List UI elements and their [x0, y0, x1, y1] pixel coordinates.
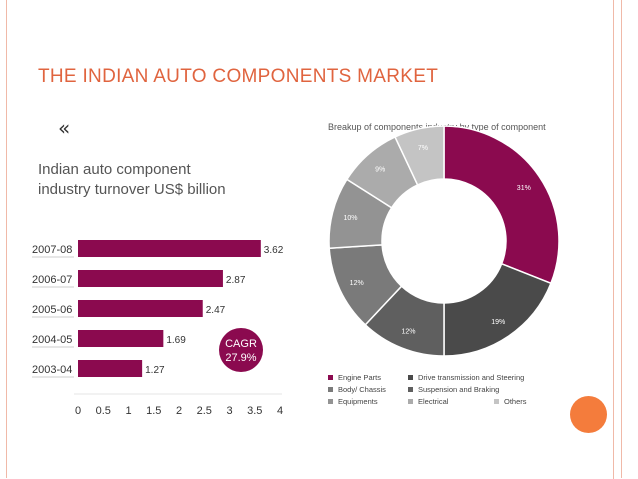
- donut-slice: [394, 125, 445, 186]
- legend-swatch: [408, 375, 413, 380]
- legend-swatch: [408, 387, 413, 392]
- bar-category-label: 2005-06: [32, 304, 72, 316]
- slide-frame-inner-line: [613, 0, 614, 479]
- donut-slice-label: 10%: [344, 215, 358, 222]
- slide-frame: [6, 0, 622, 478]
- x-tick-label: 3: [226, 405, 232, 417]
- x-tick-label: 1.5: [146, 405, 161, 417]
- donut-slice-label: 12%: [401, 329, 415, 336]
- legend-label: Electrical: [418, 397, 449, 406]
- bar-chart-title: Indian auto component industry turnover …: [38, 161, 226, 198]
- bar-value-label: 1.69: [166, 335, 186, 346]
- donut-slice-label: 19%: [491, 319, 505, 326]
- bar-value-label: 1.27: [145, 365, 165, 376]
- bar-value-label: 2.47: [206, 305, 226, 316]
- donut-slice: [443, 125, 560, 285]
- legend-label: Drive transmission and Steering: [418, 373, 524, 382]
- legend-swatch: [408, 399, 413, 404]
- donut-chart: Breakup of components industry by type o…: [328, 122, 560, 406]
- legend-label: Body/ Chassis: [338, 385, 386, 394]
- legend-label: Suspension and Braking: [418, 385, 499, 394]
- legend-swatch: [328, 399, 333, 404]
- bar-category-label: 2006-07: [32, 274, 72, 286]
- x-tick-label: 2: [176, 405, 182, 417]
- cagr-value: 27.9%: [225, 352, 256, 364]
- x-tick-label: 0: [75, 405, 81, 417]
- x-tick-label: 4: [277, 405, 283, 417]
- legend-label: Others: [504, 397, 527, 406]
- decorative-circle: [570, 396, 607, 433]
- legend-label: Engine Parts: [338, 373, 381, 382]
- slide-title: THE INDIAN AUTO COMPONENTS MARKET: [38, 66, 438, 88]
- x-tick-label: 1: [125, 405, 131, 417]
- slide-title-text: THE INDIAN AUTO COMPONENTS MARKET: [38, 66, 439, 87]
- legend-swatch: [328, 387, 333, 392]
- bar-chart: 2007-08 3.62 2006-07 2.87 2005-06 2.47 2004-05…: [32, 240, 284, 417]
- legend-swatch: [328, 375, 333, 380]
- legend-swatch: [494, 399, 499, 404]
- donut-slice: [443, 262, 552, 357]
- bar: [78, 360, 143, 377]
- back-chevron-icon[interactable]: «: [58, 116, 71, 140]
- x-tick-label: 2.5: [197, 405, 212, 417]
- cagr-badge: [219, 328, 263, 372]
- bar: [78, 300, 203, 317]
- cagr-label: CAGR: [225, 338, 257, 350]
- legend-label: Equipments: [338, 397, 378, 406]
- donut-slice-label: 7%: [418, 145, 428, 152]
- bar-category-label: 2003-04: [32, 364, 72, 376]
- bar: [78, 330, 164, 347]
- donut-slice-label: 9%: [375, 167, 385, 174]
- bar-category-label: 2007-08: [32, 244, 72, 256]
- donut-slice-label: 12%: [350, 280, 364, 287]
- x-tick-label: 0.5: [96, 405, 111, 417]
- bar-value-label: 2.87: [226, 275, 246, 286]
- bar-value-label: 3.62: [264, 245, 284, 256]
- donut-slice-label: 31%: [517, 185, 531, 192]
- x-tick-label: 3.5: [247, 405, 262, 417]
- bar: [78, 240, 261, 257]
- bar: [78, 270, 223, 287]
- bar-category-label: 2004-05: [32, 334, 72, 346]
